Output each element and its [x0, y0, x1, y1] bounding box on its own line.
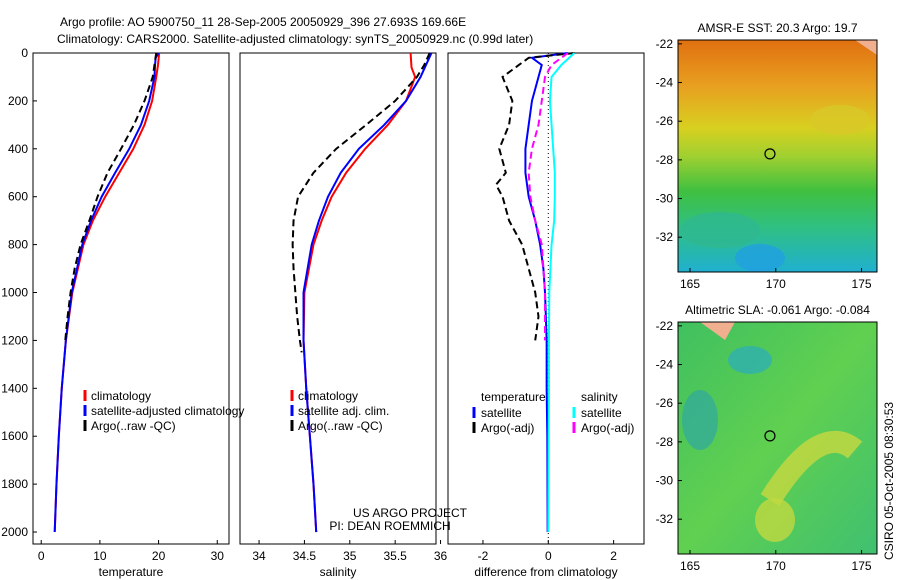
legend-label: satellite: [481, 406, 522, 420]
legend-label: satellite-adjusted climatology: [91, 404, 244, 418]
x-tick-label: 0: [545, 549, 552, 563]
plot-frame: [239, 52, 437, 545]
y-tick-label: 400: [8, 142, 28, 156]
y-tick-label: 1600: [1, 429, 28, 443]
y-tick-label: -30: [656, 474, 674, 488]
figure-title-line2: Climatology: CARS2000. Satellite-adjuste…: [57, 32, 533, 46]
x-tick-label: 170: [766, 277, 786, 291]
series-line: [547, 52, 576, 533]
map-panel-1: AMSR-E SST: 20.3 Argo: 19.7 165 170 175 -22 -…: [656, 21, 878, 291]
series-line: [527, 52, 569, 341]
y-tick-label: 600: [8, 190, 28, 204]
legend-label: Argo(..raw -QC): [91, 419, 176, 433]
x-tick-label: 20: [152, 549, 166, 563]
series-line: [524, 52, 569, 533]
x-tick-label: 165: [680, 559, 700, 573]
plot-frame: [447, 52, 645, 545]
y-tick-label: -32: [656, 512, 674, 526]
x-tick-label: 30: [211, 549, 225, 563]
legend-label: Argo(..raw -QC): [298, 419, 383, 433]
y-tick-label: -24: [656, 76, 674, 90]
y-tick-label: -22: [656, 319, 674, 333]
map-frame: [677, 39, 878, 273]
argo-location-marker: [764, 148, 776, 160]
legend-label: climatology: [91, 389, 151, 403]
x-tick-label: 10: [93, 549, 107, 563]
y-tick-label: -32: [656, 230, 674, 244]
sst-map: [678, 40, 877, 272]
map-title: Altimetric SLA: -0.061 Argo: -0.084: [685, 303, 870, 317]
series-line: [64, 52, 158, 341]
series-line: [494, 52, 575, 341]
y-tick-label: -30: [656, 192, 674, 206]
series-line: [53, 52, 160, 533]
series-line: [302, 52, 417, 533]
x-tick-label: 175: [852, 277, 872, 291]
profile-panel-3: -2 0 2 difference from climatology temperatu…: [447, 52, 645, 579]
y-tick-label: -26: [656, 114, 674, 128]
legend-label: Argo(-adj): [581, 421, 634, 435]
legend-header: salinity: [581, 390, 618, 404]
pi-label: PI: DEAN ROEMMICH: [329, 519, 450, 533]
plot-frame: [32, 52, 230, 545]
series-line: [302, 52, 433, 533]
x-tick-label: 175: [852, 559, 872, 573]
x-tick-label: 34: [252, 549, 266, 563]
y-tick-label: -22: [656, 37, 674, 51]
x-tick-label: 2: [610, 549, 617, 563]
legend-label: climatology: [298, 389, 358, 403]
y-tick-label: 2000: [1, 525, 28, 539]
y-tick-label: -26: [656, 396, 674, 410]
map-title: AMSR-E SST: 20.3 Argo: 19.7: [697, 21, 857, 35]
y-tick-label: -28: [656, 153, 674, 167]
x-tick-label: 36: [434, 549, 448, 563]
profile-panel-2: 34 34.5 35 35.5 36 salinity climatologysatelli…: [239, 52, 448, 579]
legend-label: satellite adj. clim.: [298, 404, 389, 418]
x-tick-label: -2: [478, 549, 489, 563]
csiro-timestamp: CSIRO 05-Oct-2005 08:30:53: [882, 402, 896, 560]
map-frame: [677, 321, 878, 555]
y-tick-label: -28: [656, 435, 674, 449]
y-tick-label: 200: [8, 94, 28, 108]
legend-header: temperature: [481, 390, 546, 404]
x-tick-label: 0: [38, 549, 45, 563]
figure-title-line1: Argo profile: AO 5900750_11 28-Sep-2005 …: [60, 15, 466, 29]
x-tick-label: 34.5: [293, 549, 317, 563]
y-tick-label: 1000: [1, 286, 28, 300]
x-tick-label: 35.5: [383, 549, 407, 563]
project-label: US ARGO PROJECT: [353, 506, 468, 520]
x-tick-label: 165: [680, 277, 700, 291]
y-tick-label: 1800: [1, 477, 28, 491]
sla-map: [678, 322, 877, 554]
y-tick-label: -24: [656, 358, 674, 372]
series-line: [291, 52, 431, 353]
argo-location-marker: [764, 430, 776, 442]
profile-panel-1: 0 10 20 30 0 200 400 600 800 1000 1200 1400 1600 1800…: [1, 46, 244, 579]
x-tick-label: 170: [766, 559, 786, 573]
x-tick-label: 35: [343, 549, 357, 563]
y-tick-label: 1400: [1, 381, 28, 395]
x-axis-label: salinity: [320, 565, 357, 579]
legend-label: satellite: [581, 406, 622, 420]
map-panel-2: Altimetric SLA: -0.061 Argo: -0.084 165 17…: [656, 303, 878, 573]
x-axis-label: temperature: [99, 565, 164, 579]
legend-label: Argo(-adj): [481, 421, 534, 435]
y-tick-label: 0: [21, 46, 28, 60]
y-tick-label: 1200: [1, 333, 28, 347]
x-axis-label: difference from climatology: [474, 565, 617, 579]
y-tick-label: 800: [8, 238, 28, 252]
